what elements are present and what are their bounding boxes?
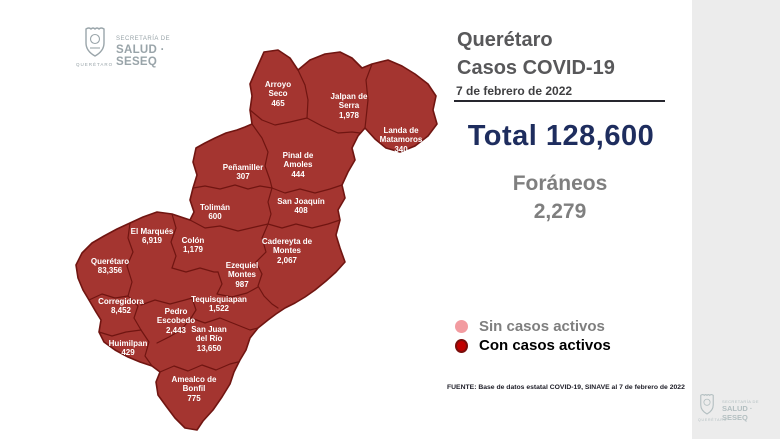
logo-name-text: SALUD · SESEQ xyxy=(722,404,753,422)
map-label-cadereyta-de-montes: Cadereyta de Montes 2,067 xyxy=(261,237,313,265)
logo-region-text: QUERÉTARO xyxy=(698,418,728,422)
map-label-jalpan-de-serra: Jalpan de Serra 1,978 xyxy=(330,92,368,120)
page-title: Querétaro Casos COVID-19 xyxy=(457,26,615,82)
foraneos-block: Foráneos 2,279 xyxy=(445,170,675,227)
map-label-san-juan-del-rio: San Juan del Río 13,650 xyxy=(191,325,227,353)
map-label-landa-de-matamoros: Landa de Matamoros 340 xyxy=(379,126,423,154)
title-line-2: Casos COVID-19 xyxy=(457,57,615,79)
legend-label-sin-casos: Sin casos activos xyxy=(479,318,605,335)
map-label-penamiller: Peñamiller 307 xyxy=(222,163,264,182)
foraneos-label: Foráneos xyxy=(512,172,608,195)
map-label-huimilpan: Huimilpan 429 xyxy=(108,339,148,358)
map-label-toliman: Tolimán 600 xyxy=(199,203,231,222)
salud-seseq-logo: SECRETARÍA DE SALUD · SESEQ QUERÉTARO xyxy=(74,24,194,70)
report-date: 7 de febrero de 2022 xyxy=(456,84,573,98)
map-label-tequisquiapan: Tequisquiapan 1,522 xyxy=(191,295,247,314)
shield-icon xyxy=(85,27,105,57)
map-label-arroyo-seco: Arroyo Seco 465 xyxy=(264,80,292,108)
map-label-corregidora: Corregidora 8,452 xyxy=(98,297,144,316)
title-line-1: Querétaro xyxy=(457,29,553,51)
map-label-pedro-escobedo: Pedro Escobedo 2,443 xyxy=(156,307,196,335)
map-label-ezequiel-montes: Ezequiel Montes 987 xyxy=(225,261,259,289)
legend-label-con-casos: Con casos activos xyxy=(479,337,611,354)
date-divider xyxy=(454,100,665,102)
map-label-pinal-de-amoles: Pinal de Amoles 444 xyxy=(282,151,314,179)
red-dot-icon xyxy=(455,338,468,353)
map-label-san-joaquin: San Joaquín 408 xyxy=(277,197,325,216)
side-strip xyxy=(692,0,780,439)
logo-agency-text: SECRETARÍA DE xyxy=(116,36,171,42)
municipal-borders xyxy=(88,63,373,373)
map-label-amealco-de-bonfil: Amealco de Bonfil 775 xyxy=(171,375,217,403)
map-label-el-marques: El Marqués 6,919 xyxy=(130,227,174,246)
legend-item-con-casos: Con casos activos xyxy=(455,336,611,355)
logo-name-text: SALUD · SESEQ xyxy=(116,44,165,68)
map-label-queretaro: Querétaro 83,356 xyxy=(90,257,130,276)
total-label: Total xyxy=(467,120,538,152)
legend: Sin casos activos Con casos activos xyxy=(455,317,611,355)
shield-icon xyxy=(700,394,714,415)
total-value: 128,600 xyxy=(545,120,655,152)
legend-item-sin-casos: Sin casos activos xyxy=(455,317,611,336)
state-outline xyxy=(75,49,438,431)
map-label-colon: Colón 1,179 xyxy=(181,236,205,255)
logo-agency-text: SECRETARÍA DE xyxy=(722,399,759,404)
total-cases: Total 128,600 xyxy=(445,120,677,153)
source-note: FUENTE: Base de datos estatal COVID-19, … xyxy=(447,384,685,391)
logo-region-text: QUERÉTARO xyxy=(76,62,114,67)
foraneos-value: 2,279 xyxy=(533,200,587,224)
salud-seseq-logo-footer: SECRETARÍA DE SALUD · SESEQ QUERÉTARO xyxy=(698,393,778,429)
pink-dot-icon xyxy=(455,320,468,333)
